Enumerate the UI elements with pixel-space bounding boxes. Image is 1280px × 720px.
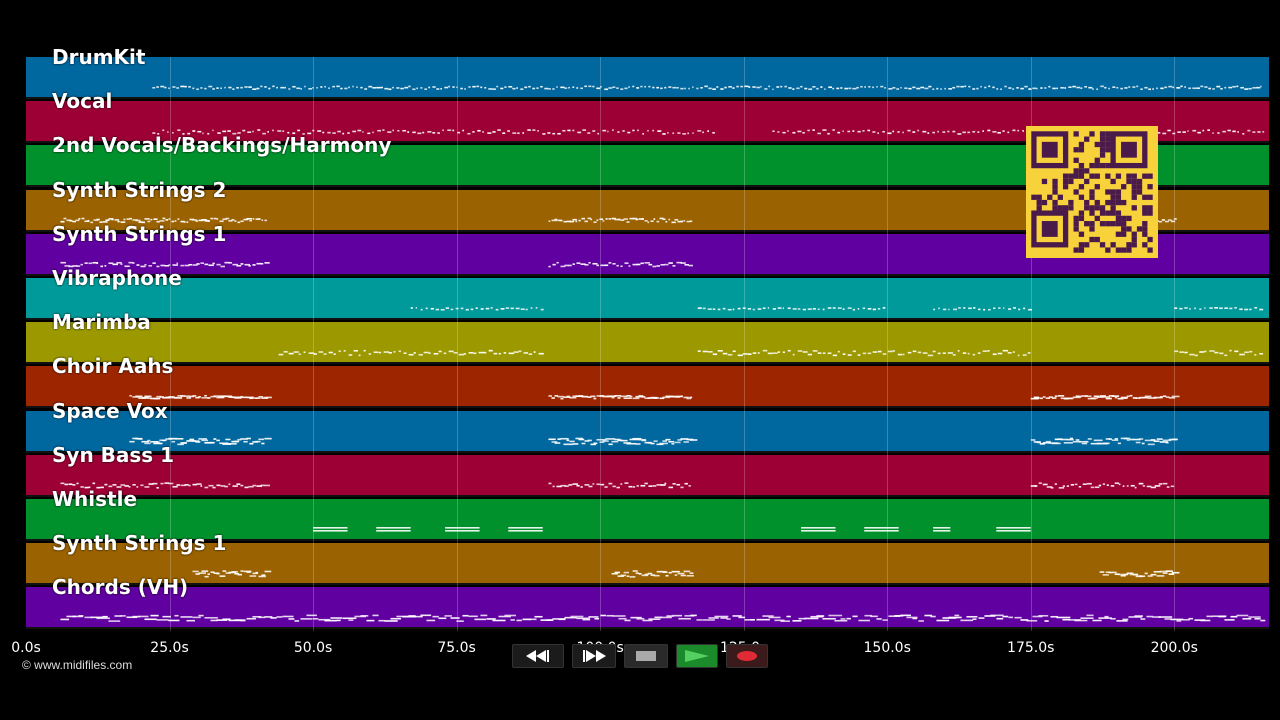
track-label: Synth Strings 1 bbox=[52, 531, 227, 556]
track-lane bbox=[26, 587, 1269, 630]
track-label: Vocal bbox=[52, 89, 113, 114]
track-label: Syn Bass 1 bbox=[52, 442, 175, 467]
grid-line bbox=[1030, 57, 1032, 631]
fast-forward-button[interactable] bbox=[572, 644, 616, 668]
time-tick-label: 150.0s bbox=[863, 640, 911, 656]
track-lane bbox=[26, 366, 1269, 409]
grid-line bbox=[313, 57, 315, 631]
time-tick-label: 200.0s bbox=[1150, 640, 1198, 656]
track-lane bbox=[26, 278, 1269, 320]
track-label: Vibraphone bbox=[52, 266, 182, 290]
grid-line bbox=[743, 57, 745, 631]
track-label: Marimba bbox=[52, 310, 151, 335]
copyright-text: © www.midifiles.com bbox=[22, 658, 133, 672]
time-tick-label: 0.0s bbox=[11, 640, 41, 656]
time-tick-label: 75.0s bbox=[437, 640, 476, 656]
track-label: Space Vox bbox=[52, 398, 168, 423]
play-icon bbox=[685, 650, 709, 662]
grid-line bbox=[169, 57, 171, 631]
grid-line bbox=[1174, 57, 1176, 631]
track-lane bbox=[26, 454, 1269, 497]
time-tick-label: 50.0s bbox=[293, 640, 333, 656]
track-label: Choir Aahs bbox=[52, 354, 174, 379]
time-tick-label: 25.0s bbox=[150, 640, 189, 656]
track-label: 2nd Vocals/Backings/Harmony bbox=[52, 133, 392, 158]
track-label: Synth Strings 1 bbox=[52, 221, 227, 246]
stop-icon bbox=[636, 651, 656, 661]
stop-button[interactable] bbox=[624, 644, 668, 668]
track-lane bbox=[26, 57, 1269, 99]
grid-line bbox=[600, 57, 602, 631]
track-label: DrumKit bbox=[52, 45, 146, 69]
track-lane bbox=[26, 499, 1269, 541]
record-button[interactable] bbox=[726, 644, 768, 668]
track-lane bbox=[26, 410, 1269, 453]
time-tick-label: 175.0s bbox=[1007, 640, 1055, 656]
grid-line bbox=[456, 57, 458, 631]
grid-line bbox=[887, 57, 889, 631]
rewind-icon bbox=[526, 650, 549, 662]
track-lane bbox=[26, 543, 1269, 586]
track-lane bbox=[26, 322, 1269, 365]
track-label: Whistle bbox=[52, 487, 138, 511]
qr-code-image bbox=[1026, 126, 1158, 258]
play-button[interactable] bbox=[676, 644, 718, 668]
fast-forward-icon bbox=[583, 650, 606, 662]
track-label: Synth Strings 2 bbox=[52, 177, 227, 202]
track-label: Chords (VH) bbox=[52, 575, 189, 600]
record-icon bbox=[737, 651, 757, 661]
rewind-button[interactable] bbox=[512, 644, 564, 668]
